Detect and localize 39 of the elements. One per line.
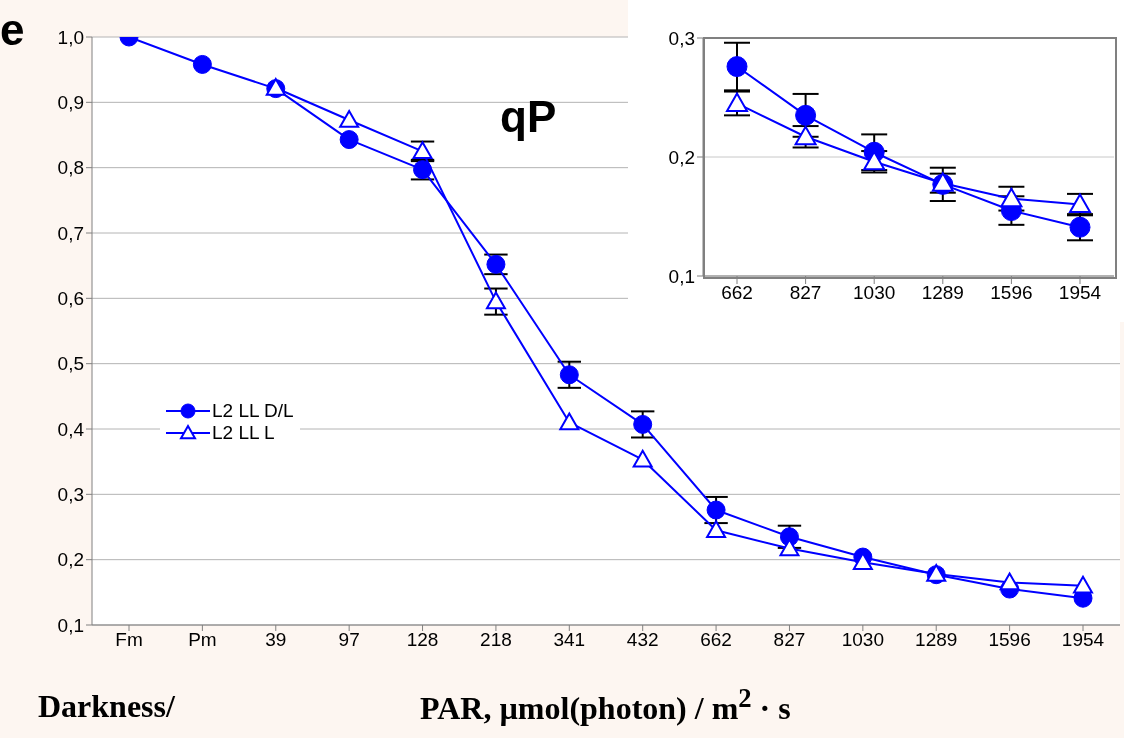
x-tick-label: Fm	[115, 629, 143, 651]
annotation: qP	[500, 92, 557, 141]
x-tick-label: 1596	[990, 282, 1033, 304]
x-tick-label: 1030	[841, 629, 884, 651]
x-tick-label: 1289	[921, 282, 964, 304]
text: Darkness/	[38, 688, 175, 724]
x-tick-label: 827	[789, 282, 822, 304]
x-tick-label: 827	[773, 629, 806, 651]
x-tick-label: 662	[700, 629, 732, 651]
x-tick-label: 97	[338, 629, 360, 651]
y-tick-label: 0,4	[57, 418, 85, 440]
text: e	[0, 5, 25, 54]
x-tick-label: Pm	[188, 629, 217, 651]
y-tick-label: 0,6	[57, 288, 84, 310]
y-tick-label: 0,3	[57, 484, 84, 506]
legend-label: L2 LL D/L	[212, 400, 294, 422]
x-tick-label: 128	[406, 629, 439, 651]
x-tick-label: 432	[626, 629, 659, 651]
x-tick-label: 341	[553, 629, 586, 651]
y-tick-label: 0,5	[57, 353, 84, 375]
y-tick-label: 0,1	[57, 614, 84, 636]
y-tick-label: 0,8	[57, 157, 84, 179]
x-tick-label: 39	[265, 629, 287, 651]
legend-label: L2 LL L	[212, 422, 275, 444]
x-tick-label: 1289	[915, 629, 958, 651]
y-tick-label: 0,3	[668, 27, 695, 49]
x-tick-label: 1030	[853, 282, 896, 304]
y-tick-label: 0,7	[57, 222, 84, 244]
x-tick-label: 1596	[988, 629, 1031, 651]
x-tick-label: 662	[721, 282, 753, 304]
y-tick-label: 1,0	[57, 26, 84, 48]
y-tick-label: 0,9	[57, 92, 84, 114]
x-tick-label: 218	[480, 629, 512, 651]
y-tick-label: 0,2	[57, 549, 84, 571]
x-axis-title: PAR, µmol(photon) / m$^{2}$ · s	[420, 683, 791, 726]
y-tick-label: 0,2	[668, 146, 695, 168]
x-tick-label: 1954	[1061, 629, 1105, 651]
x-tick-label: 1954	[1058, 282, 1102, 304]
y-tick-label: 0,1	[668, 265, 695, 287]
